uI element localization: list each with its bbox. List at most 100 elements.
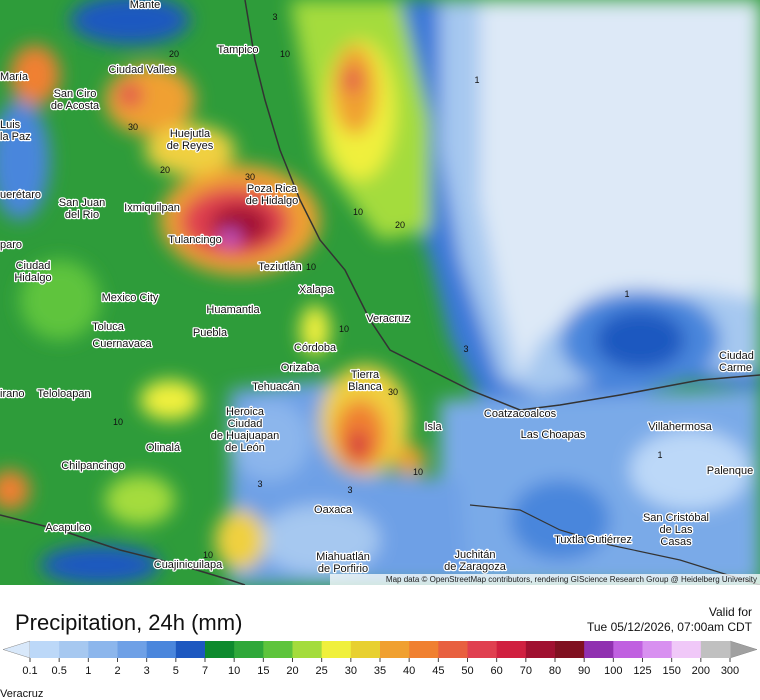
scale-tick-label: 7 [202, 665, 208, 677]
contour-label: 1 [624, 289, 629, 299]
scale-arrow-low [2, 640, 31, 659]
contour-label: 10 [339, 324, 349, 334]
scale-tick-label: 25 [316, 665, 328, 677]
scale-tick-label: 45 [432, 665, 444, 677]
coastline [469, 504, 760, 585]
scale-swatch [350, 641, 381, 658]
city-label: Orizaba [281, 362, 320, 374]
city-label: Luis [0, 119, 21, 131]
scale-swatch [175, 641, 206, 658]
valid-time: Tue 05/12/2026, 07:00am CDT [587, 620, 753, 634]
scale-swatch [59, 641, 89, 658]
city-label: paro [0, 239, 22, 251]
contour-label: 10 [353, 207, 363, 217]
contour-label: 10 [306, 262, 316, 272]
scale-tick-label: 5 [173, 665, 179, 677]
contour-label: 1 [657, 450, 662, 460]
scale-swatch [409, 641, 439, 658]
city-label: San Cristóbal [643, 512, 709, 524]
city-label: irano [0, 388, 24, 400]
contour-label: 3 [272, 12, 277, 22]
scale-swatch [380, 641, 410, 658]
city-label: uerétaro [0, 189, 41, 201]
city-label: de León [225, 442, 265, 454]
city-label: Carme [719, 362, 752, 374]
city-label: Juchitán [455, 549, 496, 561]
city-label: Isla [424, 421, 442, 433]
scale-swatch [496, 641, 527, 658]
city-label: Ciudad [719, 350, 754, 362]
city-label: Ciudad [228, 418, 263, 430]
city-label: Tehuacán [252, 381, 300, 393]
contour-label: 10 [203, 550, 213, 560]
contour-label: 20 [160, 165, 170, 175]
scale-tick-label: 1 [85, 665, 91, 677]
scale-tick-label: 10 [228, 665, 240, 677]
city-label: Ixmiquilpan [124, 202, 180, 214]
scale-tick-label: 50 [461, 665, 473, 677]
scale-swatch [467, 641, 498, 658]
city-label: Tulancingo [168, 234, 221, 246]
city-label: Las Choapas [521, 429, 586, 441]
contour-label: 10 [413, 467, 423, 477]
scale-swatch [146, 641, 177, 658]
color-scale: 0.1 0.5 1 2 3 5 7 10 15 20 25 30 35 40 45 50 60 70 80 90 100… [2, 640, 758, 677]
precip-field [0, 0, 760, 585]
city-label: Huamantla [206, 304, 260, 316]
city-label: Ciudad Valles [108, 64, 176, 76]
scale-swatch [700, 641, 731, 658]
scale-arrow-high [729, 640, 758, 659]
city-label: Palenque [707, 465, 754, 477]
scale-swatch [234, 641, 264, 658]
city-label: Hidalgo [14, 272, 51, 284]
city-label: de Las [659, 524, 693, 536]
scale-tick-label: 90 [578, 665, 590, 677]
city-label: Coatzacoalcos [484, 408, 557, 420]
scale-swatch [263, 641, 293, 658]
city-label: del Rio [65, 209, 99, 221]
contour-label: 30 [128, 122, 138, 132]
scale-swatch [205, 641, 235, 658]
scale-swatch [671, 641, 702, 658]
city-label: Córdoba [294, 342, 337, 354]
city-label: San Ciro [54, 88, 97, 100]
city-label: Veracruz [366, 313, 409, 325]
valid-label: Valid for [709, 605, 752, 619]
city-label: Chilpancingo [61, 460, 125, 472]
contour-label: 3 [257, 479, 262, 489]
city-label: Puebla [193, 327, 228, 339]
attribution-bg [330, 574, 760, 585]
contour-label: 30 [388, 387, 398, 397]
city-label: Acapulco [45, 522, 90, 534]
contour-label: 20 [395, 220, 405, 230]
scale-tick-label: 35 [374, 665, 386, 677]
city-label: de Acosta [51, 100, 100, 112]
scale-swatch [30, 641, 60, 658]
contour-label: 10 [280, 49, 290, 59]
city-label: Mante [130, 0, 161, 11]
city-label: Tuxtla Gutiérrez [554, 534, 632, 546]
legend-title: Precipitation, 24h (mm) [15, 610, 242, 635]
city-label: Teziutlán [258, 261, 301, 273]
city-label: Huejutla [170, 128, 211, 140]
scale-swatch [321, 641, 352, 658]
city-label: de Porfirio [318, 563, 368, 575]
scale-tick-label: 3 [144, 665, 150, 677]
city-label: Heroica [226, 406, 265, 418]
coastline [244, 0, 760, 411]
scale-tick-label: 125 [633, 665, 651, 677]
city-label: Mexico City [102, 292, 159, 304]
scale-swatch [555, 641, 585, 658]
city-label: Tampico [218, 44, 259, 56]
city-label: María [0, 71, 29, 83]
city-label: San Juan [59, 197, 105, 209]
scale-swatch [88, 641, 118, 658]
scale-swatch [525, 641, 556, 658]
city-label: de Reyes [167, 140, 214, 152]
scale-tick-label: 80 [549, 665, 561, 677]
scale-tick-label: 60 [491, 665, 503, 677]
city-label: Teloloapan [37, 388, 90, 400]
scale-tick-label: 300 [721, 665, 739, 677]
city-label: Cuajinicuilapa [154, 559, 223, 571]
